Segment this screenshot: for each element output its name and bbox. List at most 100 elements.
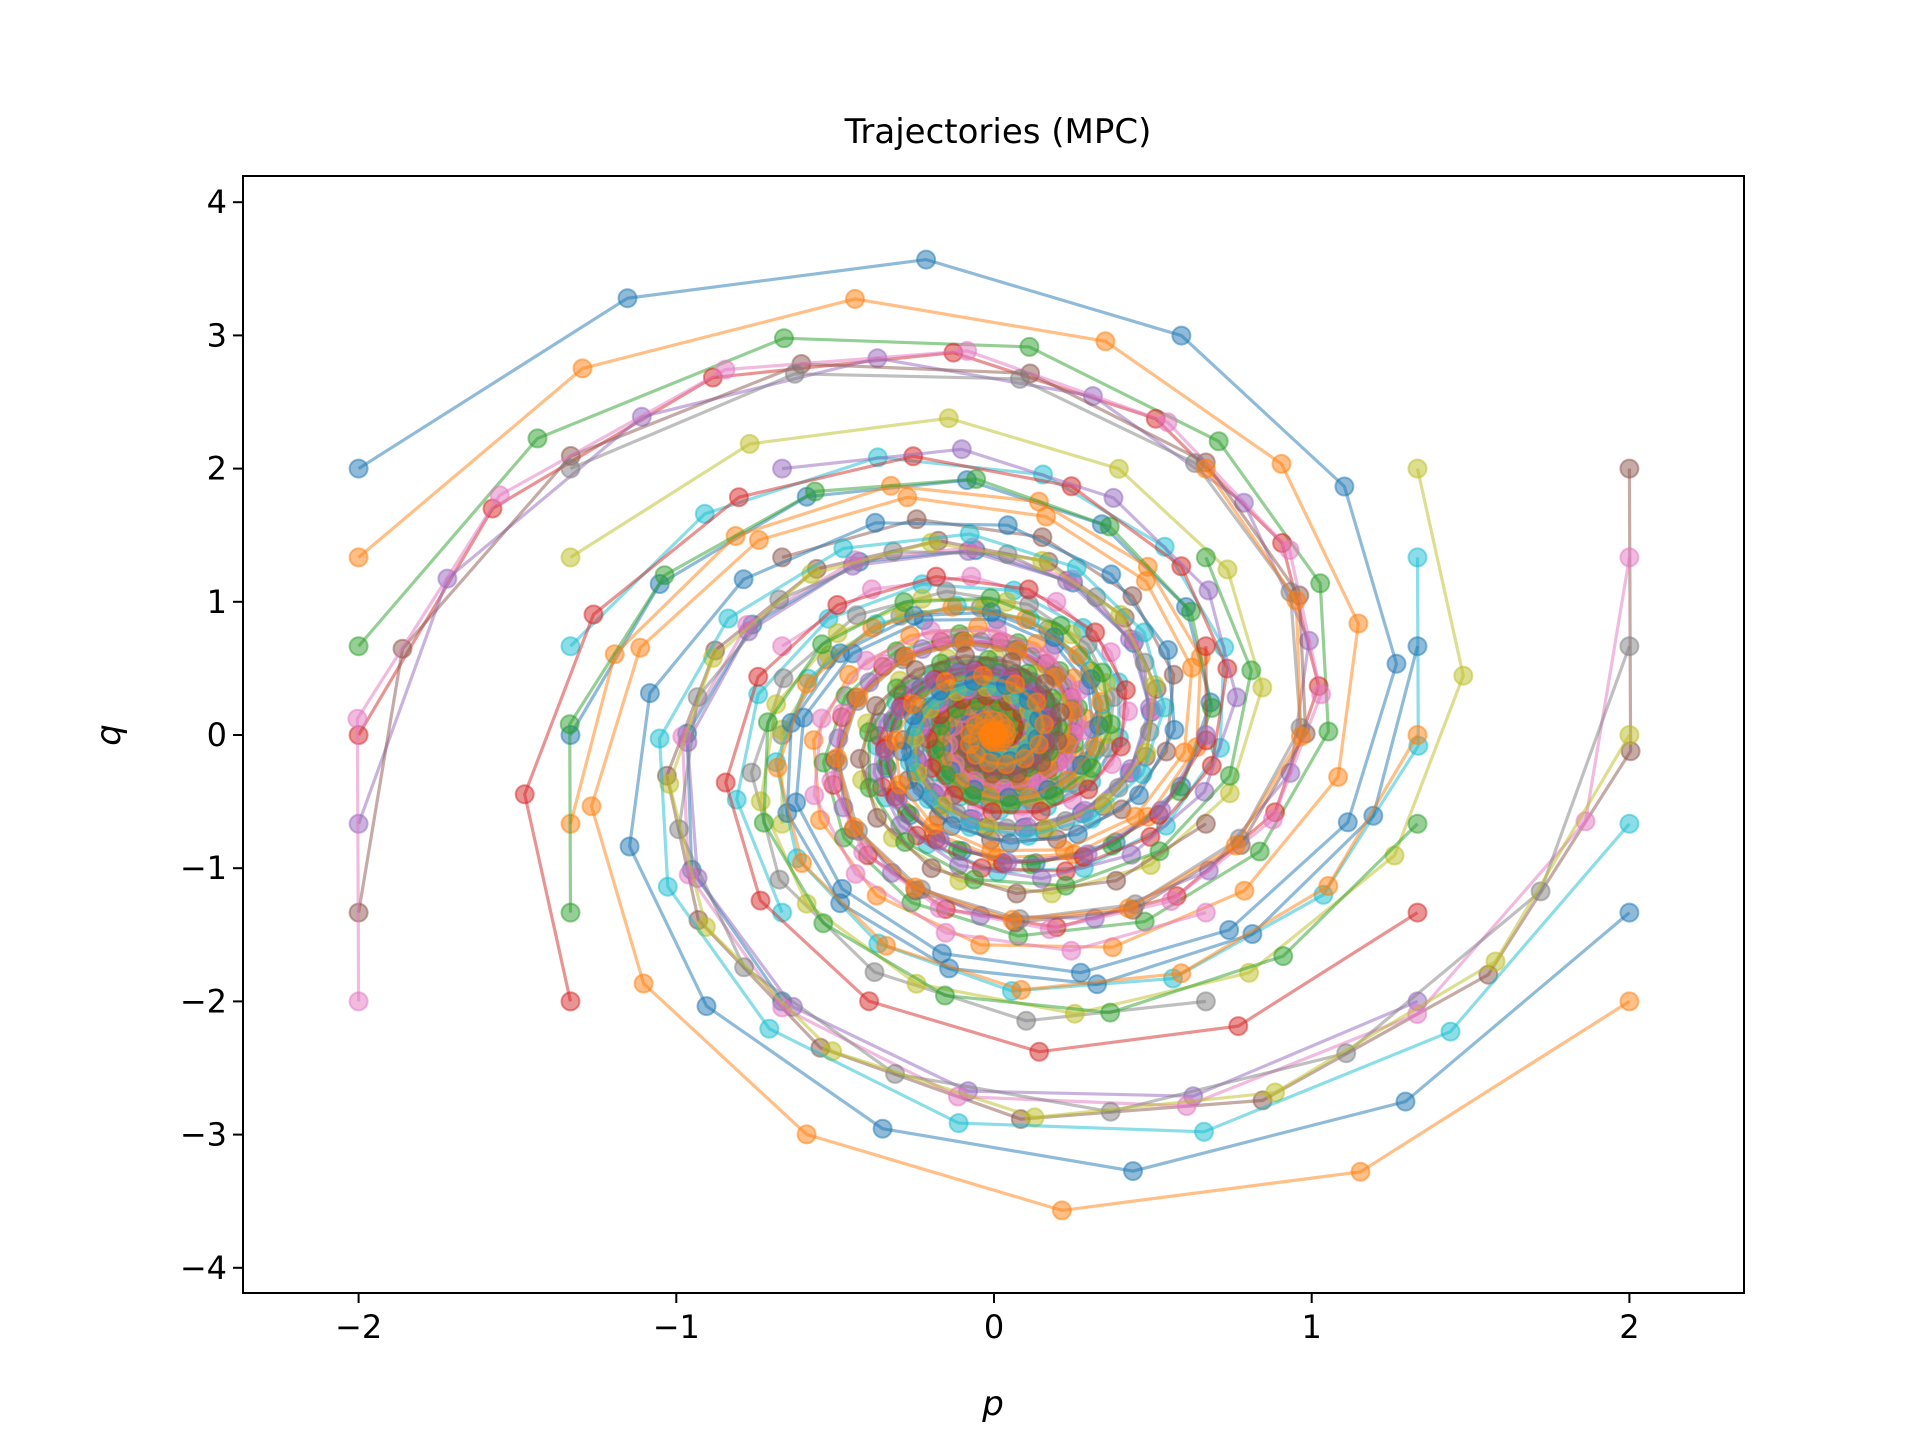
trajectory-point	[926, 566, 947, 587]
trajectory-point	[1070, 962, 1091, 983]
trajectory-point	[748, 666, 769, 687]
trajectory-point	[1016, 1010, 1037, 1031]
trajectory-point	[1085, 622, 1106, 643]
trajectory-point	[827, 595, 848, 615]
trajectory-point	[935, 922, 956, 943]
trajectory-point	[1279, 540, 1300, 560]
chart-title: Trajectories (MPC)	[844, 112, 1152, 152]
trajectory-point	[1092, 662, 1112, 683]
trajectory-point	[1099, 516, 1120, 537]
trajectory-point	[348, 458, 369, 479]
trajectory-point	[1171, 325, 1192, 346]
trajectory-point	[347, 708, 368, 729]
trajectory-point	[1009, 368, 1030, 389]
trajectory-point	[1039, 643, 1060, 664]
trajectory-point	[1006, 883, 1027, 904]
trajectory-point	[1106, 870, 1127, 891]
trajectory-point	[804, 785, 825, 806]
trajectory-point	[1171, 556, 1192, 577]
trajectory-point	[1386, 653, 1407, 674]
trajectory-point	[1195, 813, 1216, 834]
trajectory-point	[1077, 844, 1098, 865]
trajectory-point	[1103, 487, 1124, 508]
trajectory-point	[767, 757, 788, 778]
trajectory-point	[753, 812, 774, 833]
trajectory-point	[1100, 1002, 1121, 1023]
trajectory-point	[1273, 946, 1294, 967]
trajectory-point	[1171, 963, 1192, 984]
trajectory-point	[774, 328, 794, 349]
trajectory-point	[772, 458, 793, 479]
trajectory-point	[1018, 579, 1039, 600]
trajectory-point	[1001, 652, 1022, 673]
trajectory-point	[845, 288, 865, 309]
trajectory-point	[1195, 547, 1216, 568]
trajectory-point	[750, 890, 771, 911]
trajectory-point	[845, 863, 866, 884]
trajectory-point	[1328, 766, 1349, 787]
trajectory-point	[1050, 615, 1071, 636]
trajectory-point	[866, 695, 886, 716]
trajectory-point	[856, 650, 877, 671]
trajectory-point	[987, 620, 1008, 641]
trajectory-point	[572, 358, 593, 379]
trajectory-point	[757, 712, 778, 733]
trajectory-point	[1110, 736, 1131, 757]
trajectory-point	[812, 634, 832, 655]
trajectory-point	[1195, 458, 1216, 479]
trajectory-point	[739, 433, 760, 454]
trajectory-point	[916, 249, 937, 270]
trajectory-point	[1081, 758, 1102, 779]
trajectory-point	[750, 791, 771, 812]
trajectory-point	[827, 747, 847, 768]
trajectory-point	[1318, 876, 1339, 896]
trajectory-point	[1619, 458, 1640, 479]
trajectory-point	[1234, 880, 1255, 901]
trajectory-point	[980, 588, 1001, 609]
trajectory-point	[1118, 898, 1139, 919]
trajectory-point	[1407, 902, 1428, 923]
trajectory-point	[560, 458, 581, 479]
trajectory-point	[904, 877, 925, 898]
trajectory-point	[715, 359, 736, 380]
trajectory-point	[1334, 476, 1355, 497]
trajectory-point	[772, 636, 793, 657]
trajectory-point	[1262, 809, 1283, 830]
trajectory-point	[1157, 412, 1178, 433]
trajectory-point	[912, 588, 933, 609]
trajectory-point	[1407, 725, 1428, 745]
trajectory-point	[1061, 940, 1082, 961]
trajectory-point	[844, 817, 865, 838]
trajectory-point	[1195, 725, 1216, 745]
trajectory-point	[935, 985, 955, 1006]
trajectory-point	[1407, 636, 1428, 657]
trajectory-point	[348, 991, 369, 1012]
trajectory-point	[894, 592, 915, 613]
trajectory-point	[951, 439, 972, 460]
trajectory-point	[832, 703, 853, 724]
trajectory-point	[938, 408, 959, 429]
trajectory-point	[864, 962, 885, 983]
trajectory-point	[560, 636, 581, 657]
trajectory-point	[1290, 726, 1311, 747]
trajectory-point	[1219, 920, 1240, 940]
trajectory-point	[560, 991, 581, 1012]
trajectory-point	[1384, 845, 1405, 866]
trajectory-point	[1310, 573, 1331, 594]
trajectory-point	[905, 660, 926, 680]
trajectory-point	[818, 608, 839, 629]
trajectory-point	[792, 853, 812, 873]
trajectory-point	[1219, 765, 1240, 786]
trajectory-point	[970, 934, 991, 955]
trajectory-point	[1115, 680, 1136, 701]
trajectory-point	[1407, 813, 1428, 834]
trajectory-point	[1195, 636, 1216, 657]
trajectory-point	[514, 784, 535, 805]
trajectory-point	[1198, 580, 1219, 601]
trajectory-point	[1453, 665, 1474, 686]
trajectory-point	[1047, 730, 1068, 751]
trajectory-point	[1019, 336, 1040, 357]
trajectory-point	[348, 547, 369, 568]
trajectory-point	[1348, 613, 1369, 634]
